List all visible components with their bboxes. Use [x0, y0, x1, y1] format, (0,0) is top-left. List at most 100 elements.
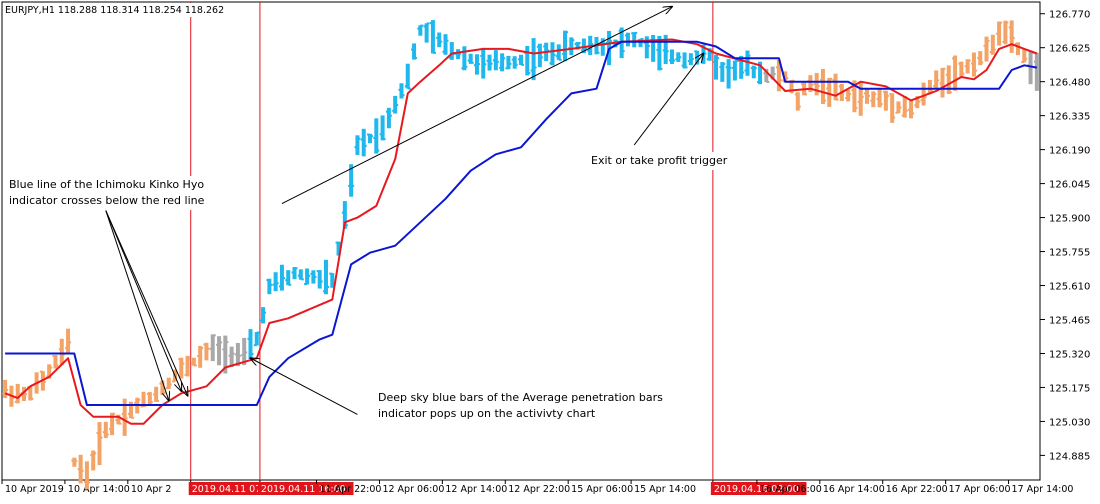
ohlc-bar — [750, 65, 757, 79]
ohlc-bar — [794, 92, 801, 111]
y-tick-label: 126.770 — [1049, 10, 1090, 21]
ohlc-bars — [2, 20, 1040, 490]
ohlc-bar — [190, 357, 197, 367]
ohlc-bar — [744, 50, 751, 76]
ohlc-bar — [385, 107, 392, 129]
blue-indicator-line — [5, 40, 1038, 406]
x-tick-label: 16 Apr 22:00 — [886, 484, 948, 495]
ohlc-bar — [536, 43, 543, 68]
y-tick-label: 125.175 — [1049, 383, 1090, 394]
y-tick-label: 125.465 — [1049, 315, 1090, 326]
annotation-bg — [589, 152, 758, 170]
y-tick-label: 126.480 — [1049, 78, 1090, 89]
red-indicator-line — [4, 38, 1038, 425]
ohlc-bar — [970, 52, 977, 77]
annotation-bg — [7, 176, 231, 210]
ohlc-bar — [631, 31, 638, 48]
ohlc-bar — [499, 53, 506, 72]
ohlc-bar — [939, 67, 946, 98]
ohlc-bar — [436, 32, 443, 48]
x-highlight-bg — [257, 482, 354, 495]
annotation-bg — [376, 389, 685, 423]
ohlc-bar — [870, 91, 877, 108]
ohlc-bar — [775, 59, 782, 92]
ohlc-bar — [304, 268, 311, 285]
ohlc-bar — [209, 334, 216, 362]
ohlc-bar — [102, 421, 109, 439]
ohlc-bar — [996, 21, 1003, 46]
ohlc-bar — [291, 267, 298, 280]
ohlc-bar — [165, 377, 172, 390]
x-tick-label: 12 Apr 14:00 — [445, 484, 507, 495]
y-tick-label: 125.610 — [1049, 282, 1090, 293]
ohlc-bar — [882, 90, 889, 111]
ohlc-bar — [247, 329, 254, 360]
ohlc-bar — [316, 270, 323, 289]
ohlc-bar — [889, 93, 896, 123]
x-highlight-label: 2019.04.11 07:00 — [192, 484, 277, 495]
annotation-text: indicator pops up on the activivty chart — [378, 407, 596, 420]
ohlc-bar — [146, 392, 153, 405]
annotation-arrow — [633, 54, 703, 146]
ohlc-bar — [813, 72, 820, 96]
header-bg — [3, 3, 233, 17]
annotation-arrow — [105, 210, 169, 401]
ohlc-bar — [977, 51, 984, 66]
x-tick-label: 10 Apr 2 — [131, 484, 172, 495]
y-tick-label: 126.335 — [1049, 112, 1090, 123]
ohlc-bar — [404, 63, 411, 90]
y-tick-label: 124.885 — [1049, 451, 1090, 462]
ohlc-bar — [234, 342, 241, 367]
ohlc-bar — [668, 49, 675, 65]
ohlc-bar — [367, 133, 374, 144]
ohlc-bar — [83, 461, 90, 490]
ohlc-bar — [505, 55, 512, 70]
ohlc-bar — [348, 164, 355, 197]
ohlc-bar — [901, 95, 908, 118]
y-tick-label: 125.755 — [1049, 248, 1090, 259]
ohlc-bar — [14, 383, 21, 404]
x-highlight-label: 2019.04.11 16:00 — [261, 484, 346, 495]
ohlc-bar — [90, 450, 97, 471]
ohlc-bar — [260, 307, 267, 324]
annotation-arrow — [105, 210, 188, 396]
x-tick-label: 15 Apr 14:00 — [634, 484, 696, 495]
ohlc-bar — [71, 457, 78, 467]
annotation-text: indicator crosses below the red line — [9, 194, 205, 207]
ohlc-bar — [285, 270, 292, 286]
annotation-arrow — [281, 7, 672, 204]
ohlc-bar — [876, 88, 883, 108]
ohlc-bar — [826, 77, 833, 107]
ohlc-bar — [58, 338, 65, 366]
ohlc-bar — [203, 342, 210, 361]
ohlc-bar — [731, 60, 738, 81]
y-tick-label: 126.625 — [1049, 44, 1090, 55]
ohlc-bar — [895, 101, 902, 114]
ohlc-bar — [253, 331, 260, 347]
ohlc-bar — [442, 34, 449, 55]
x-highlight-label: 2019.04.16 02:00 — [714, 484, 799, 495]
ohlc-bar — [411, 43, 418, 60]
x-tick-label: 12 Apr 06:00 — [382, 484, 444, 495]
ohlc-bar — [518, 54, 524, 66]
ohlc-bar — [266, 278, 273, 295]
annotation-text: Deep sky blue bars of the Average penetr… — [378, 391, 663, 404]
ohlc-bar — [398, 83, 405, 99]
ohlc-bar — [983, 36, 990, 62]
ohlc-bar — [310, 270, 317, 284]
ohlc-bar — [562, 30, 569, 62]
ohlc-bar — [467, 53, 474, 64]
ohlc-bar — [719, 62, 726, 82]
x-tick-label: 10 Apr 14:00 — [68, 484, 130, 495]
x-tick-label: 12 Apr 22:00 — [508, 484, 570, 495]
annotation-arrow — [105, 210, 181, 391]
ohlc-bar — [379, 115, 386, 141]
ohlc-bar — [480, 47, 487, 79]
ohlc-bar — [681, 52, 688, 69]
ohlc-bar — [555, 44, 562, 61]
ohlc-bar — [297, 269, 304, 281]
ohlc-bar — [549, 42, 556, 66]
x-tick-label: 16 Apr 06:00 — [760, 484, 822, 495]
ohlc-bar — [354, 135, 361, 155]
ohlc-bar — [1033, 52, 1040, 91]
